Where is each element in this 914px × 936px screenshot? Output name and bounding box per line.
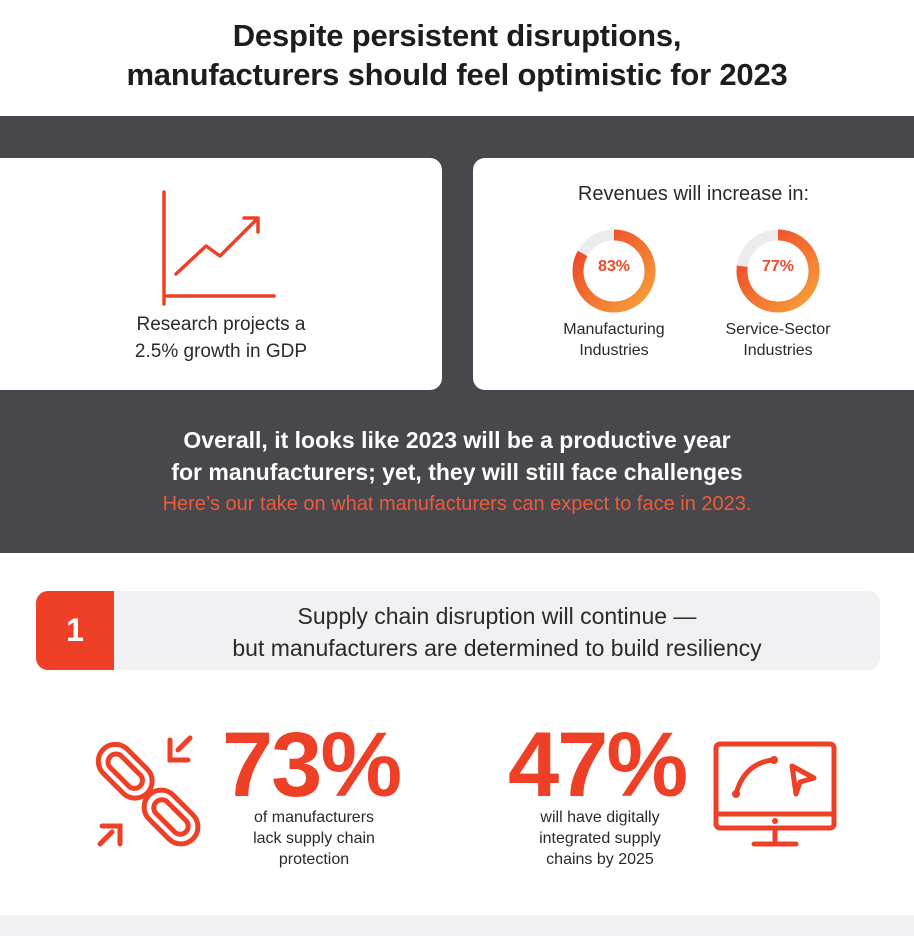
revenue-title: Revenues will increase in: (577, 183, 810, 205)
summary-heading: Overall, it looks like 2023 will be a pr… (0, 424, 914, 488)
section-1-title-line2: but manufacturers are determined to buil… (232, 635, 762, 661)
stat-73-caption-line1: of manufacturers (253, 809, 375, 826)
summary-line1: Overall, it looks like 2023 will be a pr… (183, 427, 731, 453)
gdp-text-line2: 2.5% growth in GDP (134, 341, 308, 362)
summary-subtext: Here’s our take on what manufacturers ca… (162, 493, 752, 515)
section-1-title-line1: Supply chain disruption will continue — (297, 603, 697, 629)
page-title-line2: manufacturers should feel optimistic for… (126, 57, 788, 92)
stat-73-value: 73% (222, 714, 402, 816)
manufacturing-donut-ring (572, 229, 656, 313)
service-donut-arc (736, 229, 820, 313)
gdp-text-line1: Research projects a (136, 314, 306, 335)
stat-47-caption: will have digitally integrated supply ch… (500, 807, 700, 870)
stat-73-caption: of manufacturers lack supply chain prote… (214, 807, 414, 870)
growth-chart-icon (162, 190, 276, 306)
service-donut: 77% (735, 228, 821, 314)
manufacturing-caption-line1: Manufacturing (563, 321, 665, 338)
manufacturing-donut: 83% (571, 228, 657, 314)
section-1-banner: 1 Supply chain disruption will continue … (36, 591, 880, 670)
stat-47-caption-line2: integrated supply (539, 830, 661, 847)
broken-chain-icon (95, 735, 201, 847)
monitor-cursor-icon (713, 741, 837, 847)
revenue-card: Revenues will increase in: 83% Manufactu… (473, 158, 914, 390)
manufacturing-percent: 83% (597, 258, 631, 275)
summary-line2: for manufacturers; yet, they will still … (171, 459, 743, 485)
page-title: Despite persistent disruptions, manufact… (0, 16, 914, 94)
service-caption-line1: Service-Sector (725, 321, 831, 338)
service-caption-line2: Industries (743, 342, 813, 359)
service-donut-ring (736, 229, 820, 313)
stat-47-caption-line3: chains by 2025 (546, 851, 654, 868)
gdp-growth-text: Research projects a 2.5% growth in GDP (0, 311, 442, 365)
gdp-card: Research projects a 2.5% growth in GDP (0, 158, 442, 390)
section-number: 1 (36, 591, 114, 670)
manufacturing-caption: Manufacturing Industries (539, 319, 689, 361)
service-percent: 77% (761, 258, 795, 275)
stat-47-caption-line1: will have digitally (540, 809, 660, 826)
stat-73-caption-line3: protection (278, 851, 350, 868)
footer-strip (0, 915, 914, 936)
stat-47-value: 47% (508, 714, 688, 816)
stat-73-caption-line2: lack supply chain (253, 830, 375, 847)
manufacturing-donut-arc (572, 229, 656, 313)
page-title-line1: Despite persistent disruptions, (232, 18, 682, 53)
manufacturing-caption-line2: Industries (579, 342, 649, 359)
section-1-title: Supply chain disruption will continue — … (114, 600, 880, 664)
page-header: Despite persistent disruptions, manufact… (0, 0, 914, 116)
service-caption: Service-Sector Industries (703, 319, 853, 361)
